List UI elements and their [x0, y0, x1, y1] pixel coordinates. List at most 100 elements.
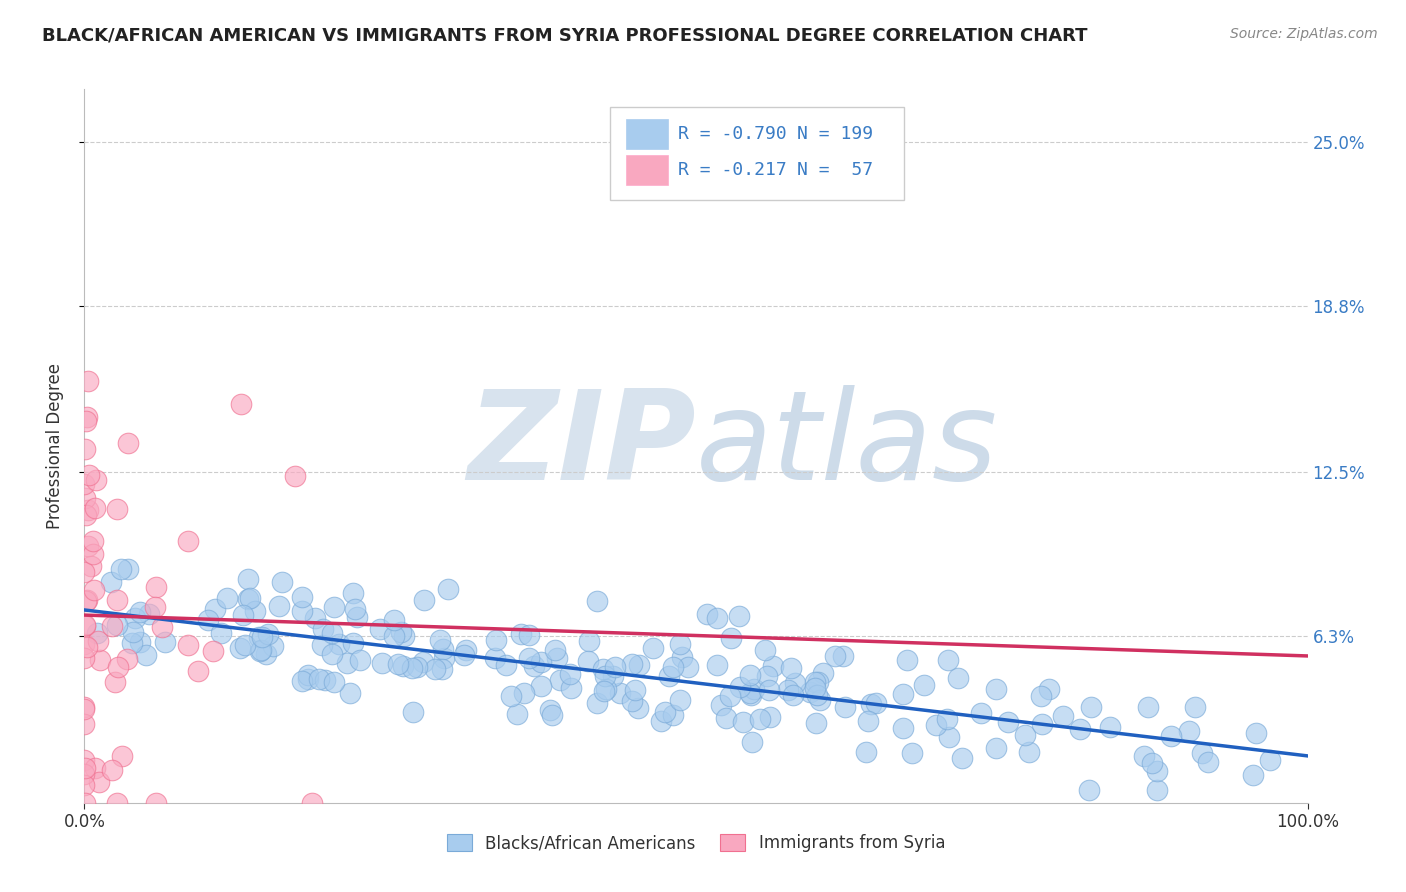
Text: Source: ZipAtlas.com: Source: ZipAtlas.com — [1230, 27, 1378, 41]
Point — [73, 702, 96, 716]
Point — [430, 662, 453, 676]
Point — [321, 647, 343, 661]
Point — [576, 654, 599, 668]
Point — [105, 796, 128, 810]
Point — [105, 502, 128, 516]
Point — [832, 648, 855, 663]
Point — [754, 643, 776, 657]
Point — [741, 735, 763, 749]
Point — [811, 666, 834, 681]
Point — [368, 622, 391, 636]
Point — [578, 634, 600, 648]
FancyBboxPatch shape — [626, 155, 668, 185]
Point — [1137, 700, 1160, 714]
Point — [121, 625, 143, 640]
Point — [710, 698, 733, 713]
Point — [135, 648, 157, 662]
Point — [76, 592, 98, 607]
Point — [124, 611, 146, 625]
Point — [984, 740, 1007, 755]
Point — [103, 674, 125, 689]
Point — [900, 747, 922, 761]
Point — [718, 690, 741, 704]
Point — [669, 693, 692, 707]
Point — [243, 605, 266, 619]
Text: N = 199: N = 199 — [797, 125, 873, 143]
Point — [595, 681, 617, 696]
Point — [73, 617, 96, 632]
Point — [342, 585, 364, 599]
Point — [517, 628, 540, 642]
Point — [73, 778, 96, 792]
Point — [1038, 682, 1060, 697]
Point — [1133, 749, 1156, 764]
Point — [824, 648, 846, 663]
Point — [912, 678, 935, 692]
Point — [505, 706, 527, 721]
Point — [1014, 729, 1036, 743]
Point — [658, 668, 681, 682]
Point — [807, 674, 830, 689]
Point — [720, 632, 742, 646]
Point — [650, 714, 672, 729]
Point — [110, 749, 132, 764]
Point — [484, 651, 506, 665]
Point — [1191, 746, 1213, 760]
FancyBboxPatch shape — [610, 107, 904, 200]
Point — [384, 628, 406, 642]
Point — [107, 660, 129, 674]
Point — [73, 565, 96, 579]
Point — [530, 655, 553, 669]
Point — [593, 669, 616, 683]
Point — [121, 635, 143, 649]
Point — [322, 599, 344, 614]
Point — [950, 750, 973, 764]
Point — [541, 707, 564, 722]
Point — [453, 648, 475, 663]
Point — [406, 660, 429, 674]
Point — [129, 605, 152, 619]
Point — [1052, 709, 1074, 723]
Point — [257, 626, 280, 640]
Point — [1098, 720, 1121, 734]
Point — [762, 659, 785, 673]
Text: atlas: atlas — [696, 385, 998, 507]
Point — [523, 658, 546, 673]
Point — [495, 657, 517, 672]
Legend: Blacks/African Americans, Immigrants from Syria: Blacks/African Americans, Immigrants fro… — [440, 827, 952, 859]
Point — [82, 547, 104, 561]
Point — [236, 572, 259, 586]
Point — [728, 680, 751, 694]
Point — [548, 673, 571, 688]
Point — [250, 630, 273, 644]
Point — [669, 637, 692, 651]
Point — [197, 613, 219, 627]
Point — [177, 534, 200, 549]
Point — [73, 476, 96, 491]
Point — [100, 575, 122, 590]
Point — [346, 610, 368, 624]
Point — [77, 468, 100, 483]
Point — [1031, 717, 1053, 731]
Text: R = -0.790: R = -0.790 — [678, 125, 786, 143]
Point — [344, 602, 367, 616]
Point — [412, 655, 434, 669]
Point — [76, 374, 98, 388]
Point — [297, 668, 319, 682]
Point — [284, 468, 307, 483]
Point — [662, 659, 685, 673]
Point — [602, 669, 624, 683]
Point — [371, 656, 394, 670]
Point — [87, 634, 110, 648]
Point — [546, 650, 568, 665]
Point — [349, 652, 371, 666]
Point — [412, 593, 434, 607]
Text: N =  57: N = 57 — [797, 161, 873, 178]
Point — [215, 591, 238, 605]
Point — [201, 644, 224, 658]
Point — [177, 639, 200, 653]
Point — [401, 661, 423, 675]
Point — [209, 626, 232, 640]
Point — [117, 562, 139, 576]
Point — [586, 696, 609, 710]
